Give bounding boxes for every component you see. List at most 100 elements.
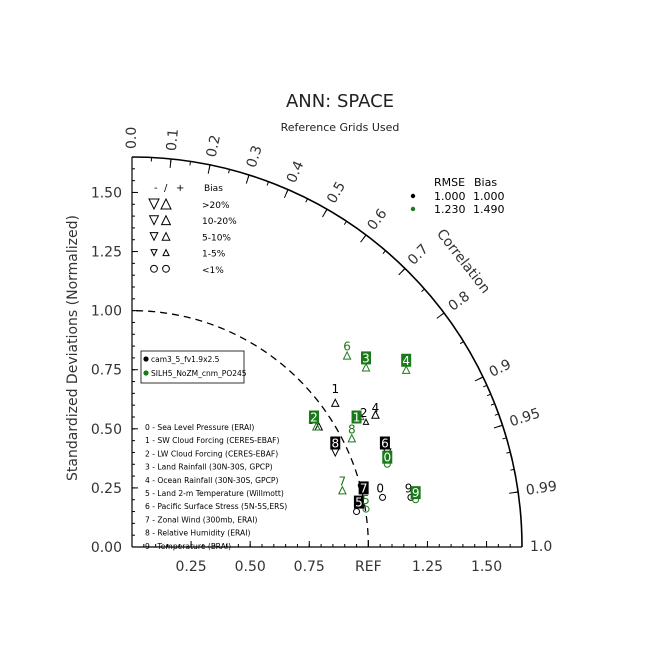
correlation-minor-tick — [441, 313, 444, 315]
case-color-dot — [143, 370, 148, 375]
variable-legend: 0 - Sea Level Pressure (ERAI) 1 - SW Clou… — [145, 423, 287, 551]
variable-legend-item: 4 - Ocean Rainfall (30N-30S, GPCP) — [145, 476, 278, 485]
correlation-minor-tick — [487, 394, 491, 396]
bias-legend-circle — [151, 265, 158, 272]
y-tick-label: 1.50 — [91, 185, 122, 201]
data-point-label: 2 — [310, 411, 318, 425]
correlation-minor-tick — [483, 385, 487, 387]
correlation-tick-label: 0.0 — [124, 127, 140, 149]
case-name: SILH5_NoZM_cnm_PO245 — [151, 369, 247, 378]
correlation-tick-label: 0.8 — [446, 288, 473, 314]
correlation-label: Correlation — [433, 226, 493, 297]
y-axis-label: Standardized Deviations (Normalized) — [65, 215, 81, 481]
chart-title: ANN: SPACE — [286, 91, 394, 112]
bias-legend-tri-up — [162, 233, 170, 241]
correlation-minor-tick — [325, 209, 327, 212]
correlation-tick-label: 0.5 — [324, 179, 349, 206]
bias-header: Bias — [474, 176, 497, 189]
rmse-color-dot — [411, 207, 415, 211]
bias-legend-tri-up — [161, 199, 171, 209]
bias-legend-slash: / — [164, 183, 168, 194]
correlation-minor-tick — [503, 438, 507, 439]
correlation-minor-tick — [306, 199, 308, 203]
correlation-tick-label: 0.4 — [284, 159, 308, 186]
bias-marker — [332, 399, 339, 406]
correlation-minor-tick — [364, 235, 366, 238]
rmse-value: 1.230 — [434, 203, 466, 216]
variable-legend-item: 2 - LW Cloud Forcing (CERES-EBAF) — [145, 449, 278, 458]
x-tick-label: 1.25 — [412, 559, 443, 575]
x-tick-label: 0.75 — [294, 559, 325, 575]
y-tick-label: 1.25 — [91, 245, 122, 261]
bias-legend-row-label: >20% — [202, 201, 230, 211]
correlation-minor-tick — [267, 182, 268, 186]
bias-legend-tri-down — [151, 250, 157, 256]
data-point-label: 8 — [331, 437, 339, 451]
data-point-label: 3 — [362, 351, 370, 365]
data-point-label: 8 — [348, 422, 356, 436]
bias-legend-row-label: 5-10% — [202, 233, 231, 243]
bias-legend-header: Bias — [204, 184, 223, 194]
data-point-label: 9 — [412, 486, 420, 500]
data-point-label: 7 — [339, 474, 347, 488]
bias-legend-tri-down — [150, 233, 158, 241]
data-point-label: 5 — [362, 493, 370, 507]
correlation-minor-tick — [495, 414, 499, 415]
y-tick-label: 0.50 — [91, 422, 122, 438]
y-tick-label: 0.75 — [91, 363, 122, 379]
correlation-minor-tick — [499, 425, 503, 426]
x-tick-label: 0.50 — [235, 559, 266, 575]
correlation-minor-tick — [286, 190, 288, 194]
variable-legend-item: 7 - Zonal Wind (300mb, ERAI) — [145, 515, 257, 524]
correlation-tick-label: 0.9 — [487, 357, 514, 381]
data-point-label: 6 — [381, 437, 389, 451]
x-tick-label: 1.50 — [471, 559, 502, 575]
bias-legend: -/+Bias>20%10-20%5-10%1-5%<1% — [149, 183, 237, 276]
rmse-value: 1.000 — [434, 190, 466, 203]
correlation-tick-label: 0.2 — [204, 134, 224, 159]
y-tick-label: 1.00 — [91, 304, 122, 320]
bias-legend-row-label: <1% — [202, 266, 224, 276]
variable-legend-item: 3 - Land Rainfall (30N-30S, GPCP) — [145, 463, 273, 472]
case-legend: cam3_5_fv1.9x2.5 SILH5_NoZM_cnm_PO245 — [141, 351, 247, 383]
correlation-minor-tick — [383, 251, 386, 254]
correlation-tick-label: 0.99 — [525, 479, 558, 499]
variable-legend-item: 5 - Land 2-m Temperature (Willmott) — [145, 489, 284, 498]
x-tick-label: 0.25 — [176, 559, 207, 575]
correlation-minor-tick — [190, 161, 191, 165]
data-point-label: 1 — [331, 382, 339, 396]
case-name: cam3_5_fv1.9x2.5 — [151, 355, 220, 364]
correlation-minor-tick — [514, 492, 518, 493]
bias-value: 1.000 — [473, 190, 505, 203]
rmse-header: RMSE — [434, 176, 465, 189]
variable-legend-item: 8 - Relative Humidity (ERAI) — [145, 529, 250, 538]
bias-legend-row-label: 1-5% — [202, 250, 226, 260]
correlation-minor-tick — [248, 175, 249, 179]
correlation-minor-tick — [422, 289, 425, 292]
correlation-minor-tick — [344, 221, 346, 224]
correlation-minor-tick — [506, 452, 510, 453]
variable-legend-item: 9 - Temperature (ERAI) — [145, 542, 231, 551]
case-color-dot — [143, 356, 148, 361]
bias-legend-tri-up — [163, 250, 169, 256]
variable-legend-item: 6 - Pacific Surface Stress (5N-5S,ERS) — [145, 502, 287, 511]
correlation-tick-label: 0.95 — [508, 405, 543, 430]
bias-legend-tri-down — [149, 199, 159, 209]
correlation-minor-tick — [479, 377, 483, 379]
data-point-label: 6 — [343, 340, 351, 354]
correlation-minor-tick — [402, 268, 405, 271]
data-point-label: 0 — [376, 481, 384, 495]
bias-legend-tri-up — [162, 216, 171, 225]
correlation-tick-label: 0.6 — [364, 206, 390, 233]
bias-legend-row-label: 10-20% — [202, 217, 237, 227]
correlation-minor-tick — [460, 342, 463, 344]
variable-legend-item: 1 - SW Cloud Forcing (CERES-EBAF) — [145, 436, 280, 445]
variable-legend-item: 0 - Sea Level Pressure (ERAI) — [145, 423, 254, 432]
data-point-label: 0 — [383, 451, 391, 465]
bias-legend-plus: + — [176, 183, 184, 194]
y-tick-label: 0.00 — [91, 540, 122, 556]
y-tick-label: 0.25 — [91, 481, 122, 497]
